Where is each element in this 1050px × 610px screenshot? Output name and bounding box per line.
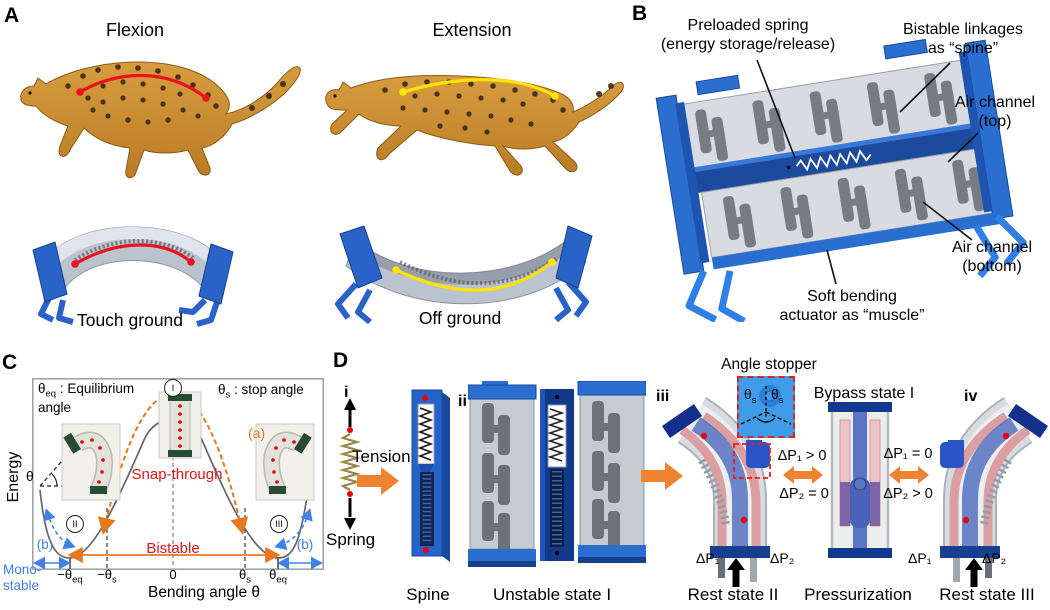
rest-state-iii-caption: Rest state III [939,585,1035,604]
curve-a-label: (a) [248,425,266,441]
dp2-zero-label: ΔP₂ = 0 [779,486,829,502]
rest-state-ii-render [652,396,792,592]
spring-icon [338,398,362,530]
tick-neg-theta-eq: −θeq [57,567,83,586]
flexion-robot-curve [74,243,193,266]
panel-a-label: A [4,4,20,27]
tick-theta-s: θs [239,567,251,586]
actuator-photo-left [61,423,121,501]
theta-s-left-label: θs [744,386,757,406]
energy-axis-label: Energy [5,451,22,503]
robot-flexion-render [32,226,234,327]
actuator-photo-center [158,391,202,459]
panel-b-label: B [632,2,648,25]
bending-angle-axis-label: Bending angle θ [147,584,261,601]
spine-caption: Spine [406,585,450,604]
dp2-positive-label: ΔP₂ > 0 [883,486,933,502]
spine-render [411,389,450,562]
curve-b-label-left: (b) [36,537,54,552]
theta-label: θ [26,468,34,484]
extension-robot-curve [395,260,554,292]
tension-label: Tension [352,447,411,466]
robot-extension-render [335,225,593,325]
extension-spine-curve [402,78,556,98]
bypass-state-label: Bypass state I [813,385,915,402]
air-channel-pattern-bottom [723,159,986,248]
tick-theta-eq: θeq [269,567,287,586]
dp2-port-label-iv: ΔP₂ [982,550,1007,566]
dp1-zero-label: ΔP₁ = 0 [883,446,933,462]
panel-c-label: C [2,351,18,374]
bistable-linkages-annotation: Bistable linkages as “spine” [902,21,1024,57]
bypass-state-render [828,402,892,558]
flexion-label: Flexion [105,20,165,40]
flow-arrow-icon [641,462,683,490]
linkage-pattern [482,401,620,553]
robot-body-render [655,38,1027,322]
angle-stopper-diagram [740,385,792,425]
state-iii-marker: III [270,515,288,533]
step-iii-label: iii [656,388,670,405]
monostable-label: Mono-stable [3,562,42,593]
air-channel-top-annotation: Air channel (top) [954,94,1036,130]
cheetah-extension-image [325,75,624,176]
unstable-state-render [468,381,646,567]
equilibrium-angle-definition: θeq : Equilibrium angle [38,381,135,415]
robot-legs [335,279,589,325]
exchange-arrow-icon [889,466,929,484]
off-ground-caption: Off ground [418,308,502,328]
touch-ground-caption: Touch ground [76,310,184,330]
dp1-port-label-iii: ΔP₁ [696,550,720,566]
air-channel-bottom-annotation: Air channel (bottom) [951,239,1033,275]
rest-state-ii-caption: Rest state II [687,585,779,604]
cheetah-spots [65,64,286,125]
stop-angle-definition: θs : stop angle [218,382,304,401]
preloaded-spring-coil [795,149,872,172]
dp1-positive-label: ΔP₁ > 0 [777,448,827,464]
angle-stopper-inset: θs θs [737,376,795,438]
robot-legs [38,296,220,327]
exchange-arrow-icon [783,466,823,484]
tick-zero: 0 [169,567,177,582]
state-i-marker: I [164,379,182,397]
pressurization-caption: Pressurization [804,585,912,604]
cheetah-eye [28,91,32,95]
robot-legs [685,213,1027,322]
step-ii-label: ii [458,393,467,410]
preloaded-spring-annotation: Preloaded spring (energy storage/release) [660,17,836,53]
step-i-label: i [344,384,349,401]
spring-caption: Spring [326,530,376,549]
unstable-state-caption: Unstable state I [492,585,612,604]
recovery-arc-right-b [274,508,313,551]
extension-label: Extension [432,20,512,40]
state-ii-marker: II [66,515,84,533]
snap-through-label: Snap-through [131,466,223,483]
soft-actuator-annotation: Soft bending actuator as “muscle” [779,288,925,324]
tick-neg-theta-s: −θs [97,567,117,586]
angle-stopper-label: Angle stopper [721,356,817,373]
theta-s-right-label: θs [771,386,784,406]
flow-arrow-icon [357,467,399,495]
curve-b-label-right: (b) [296,537,314,552]
step-iv-label: iv [964,388,978,405]
stopper-zoom-box [733,443,771,479]
energy-plot [32,378,324,570]
cheetah-eye [333,94,337,98]
flexion-spine-curve [79,73,207,100]
actuator-photo-right [255,423,315,501]
panel-d-label: D [333,349,349,372]
bistable-label: Bistable [146,540,200,557]
dp1-port-label-iv: ΔP₁ [908,550,932,566]
dp2-port-label-iii: ΔP₂ [770,550,795,566]
cheetah-flexion-image [20,61,301,179]
